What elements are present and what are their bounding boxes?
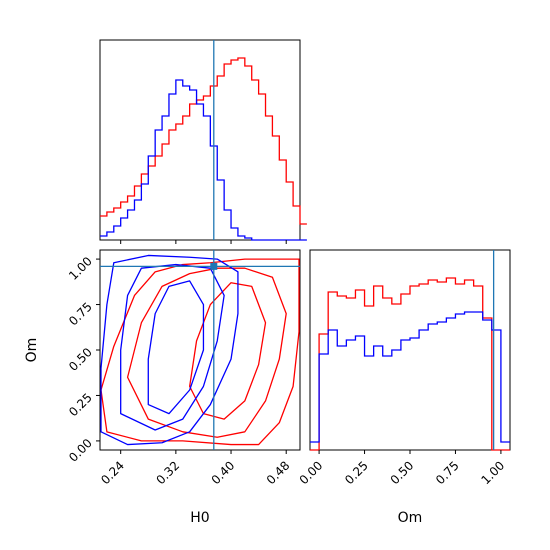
y-axis-label-om: Om xyxy=(24,338,40,363)
contour-x-tick-label: 0.40 xyxy=(209,458,238,487)
h0-histogram-frame xyxy=(99,39,301,241)
h0-histogram-ticks xyxy=(120,240,287,244)
om-histogram-series xyxy=(310,277,510,451)
contour-level xyxy=(147,280,205,415)
contour-x-tick-label: 0.48 xyxy=(264,458,293,487)
contour-y-tick-label: 0.75 xyxy=(66,300,95,329)
om-x-tick-label: 0.25 xyxy=(342,458,371,487)
om-x-tick-label: 0.75 xyxy=(433,458,462,487)
contour-level xyxy=(100,258,300,446)
contour-level xyxy=(120,263,225,431)
om-histogram-ticks: 0.00 0.25 0.50 0.75 1.00 xyxy=(297,450,507,487)
om-histogram-line xyxy=(310,277,510,451)
om-x-tick-label: 1.00 xyxy=(478,458,507,487)
contour-y-ticks: 0.00 0.25 0.50 0.75 1.00 xyxy=(66,254,100,465)
om-vs-h0-contour-panel: 0.24 0.32 0.40 0.48 0.00 0.25 0.50 0.75 1.00 H0… xyxy=(24,249,301,526)
h0-histogram-line xyxy=(100,57,307,225)
contour-y-tick-label: 0.25 xyxy=(66,391,95,420)
contour-y-tick-label: 0.50 xyxy=(66,345,95,374)
x-axis-label-h0: H0 xyxy=(190,510,209,526)
truth-marker xyxy=(210,262,218,270)
om-x-tick-label: 0.50 xyxy=(388,458,417,487)
contour-level xyxy=(100,254,239,446)
om-x-tick-label: 0.00 xyxy=(297,458,326,487)
om-histogram-line xyxy=(310,311,510,443)
contour-y-tick-label: 0.00 xyxy=(66,436,95,465)
om-histogram-frame xyxy=(309,249,511,451)
contour-level xyxy=(189,282,267,420)
contour-series xyxy=(100,254,300,446)
x-axis-label-om: Om xyxy=(398,510,423,526)
h0-histogram-series xyxy=(100,57,307,241)
contour-x-ticks: 0.24 0.32 0.40 0.48 xyxy=(98,450,293,487)
om-histogram-panel: 0.00 0.25 0.50 0.75 1.00 Om xyxy=(297,249,511,526)
h0-histogram-line xyxy=(100,79,307,241)
contour-level xyxy=(126,267,287,438)
h0-histogram-panel xyxy=(99,39,307,244)
contour-x-tick-label: 0.24 xyxy=(98,458,127,487)
contour-frame xyxy=(99,249,301,451)
contour-y-tick-label: 1.00 xyxy=(66,254,95,283)
contour-x-tick-label: 0.32 xyxy=(153,458,182,487)
